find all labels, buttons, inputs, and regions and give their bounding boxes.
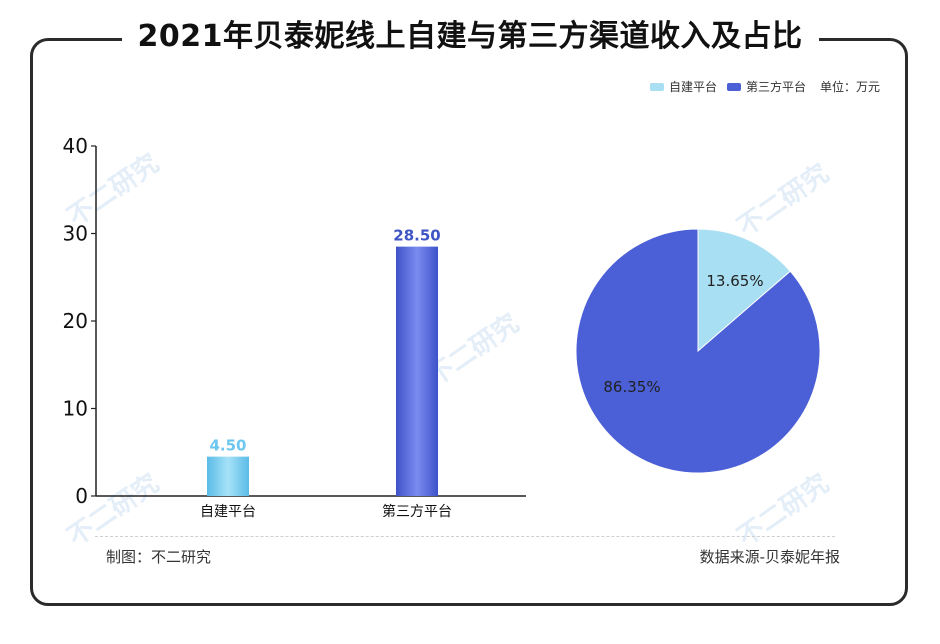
bar bbox=[207, 456, 249, 496]
y-tick-label: 0 bbox=[75, 484, 88, 508]
y-tick-label: 10 bbox=[63, 397, 88, 421]
pie-slice bbox=[575, 228, 821, 474]
pie-value-label: 86.35% bbox=[603, 378, 660, 396]
legend-label-third-party: 第三方平台 bbox=[745, 80, 806, 94]
x-tick-label: 自建平台 bbox=[200, 504, 256, 520]
unit-label: 单位：万元 bbox=[819, 80, 880, 94]
footer-source: 数据来源-贝泰妮年报 bbox=[699, 548, 840, 566]
title-wrapper: 2021年贝泰妮线上自建与第三方渠道收入及占比 bbox=[0, 10, 940, 64]
footer-divider bbox=[95, 536, 835, 537]
footer-maker: 制图：不二研究 bbox=[106, 548, 212, 566]
legend-swatch-third-party bbox=[726, 82, 741, 91]
y-tick-label: 40 bbox=[63, 134, 88, 158]
chart-title: 2021年贝泰妮线上自建与第三方渠道收入及占比 bbox=[121, 10, 819, 64]
legend-label-self-built: 自建平台 bbox=[668, 80, 717, 94]
bar-value-label: 28.50 bbox=[393, 227, 440, 245]
y-tick-label: 30 bbox=[63, 222, 88, 246]
legend-item-self-built: 自建平台 bbox=[649, 78, 717, 95]
x-tick-label: 第三方平台 bbox=[382, 503, 452, 520]
legend: 自建平台 第三方平台 单位：万元 bbox=[649, 78, 880, 95]
legend-item-third-party: 第三方平台 bbox=[726, 78, 806, 95]
legend-swatch-self-built bbox=[649, 82, 664, 91]
pie-slice bbox=[697, 228, 791, 353]
bar-value-label: 4.50 bbox=[209, 437, 246, 455]
bar bbox=[396, 246, 438, 496]
y-tick-label: 20 bbox=[63, 309, 88, 333]
pie-value-label: 13.65% bbox=[706, 272, 763, 290]
